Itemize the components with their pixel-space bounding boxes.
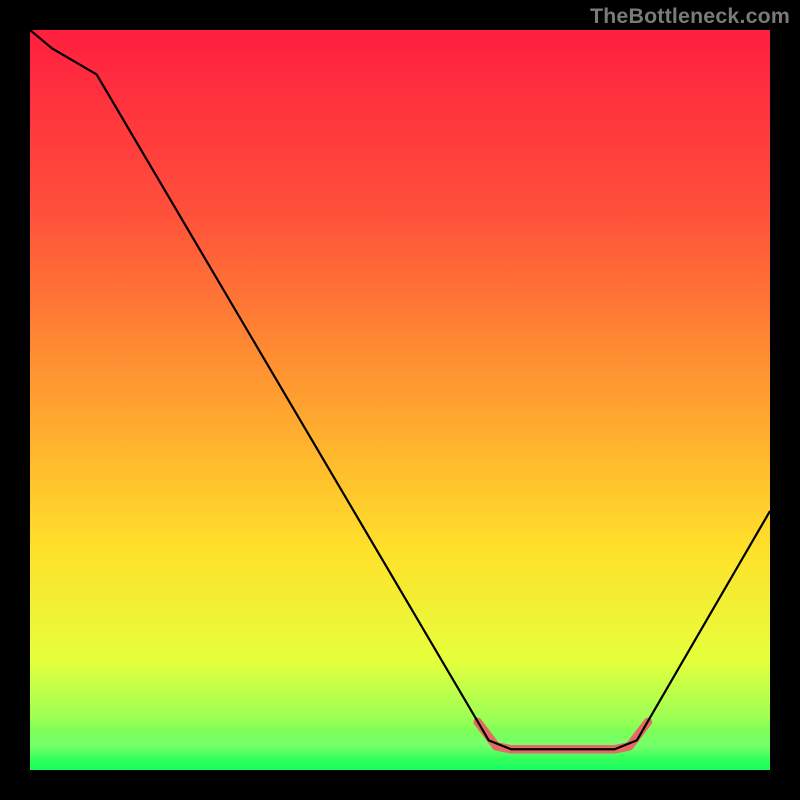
bottleneck-curve	[30, 30, 770, 749]
plot-area	[30, 30, 770, 770]
watermark-text: TheBottleneck.com	[590, 4, 790, 29]
chart-root: TheBottleneck.com	[0, 0, 800, 800]
curve-svg	[30, 30, 770, 770]
